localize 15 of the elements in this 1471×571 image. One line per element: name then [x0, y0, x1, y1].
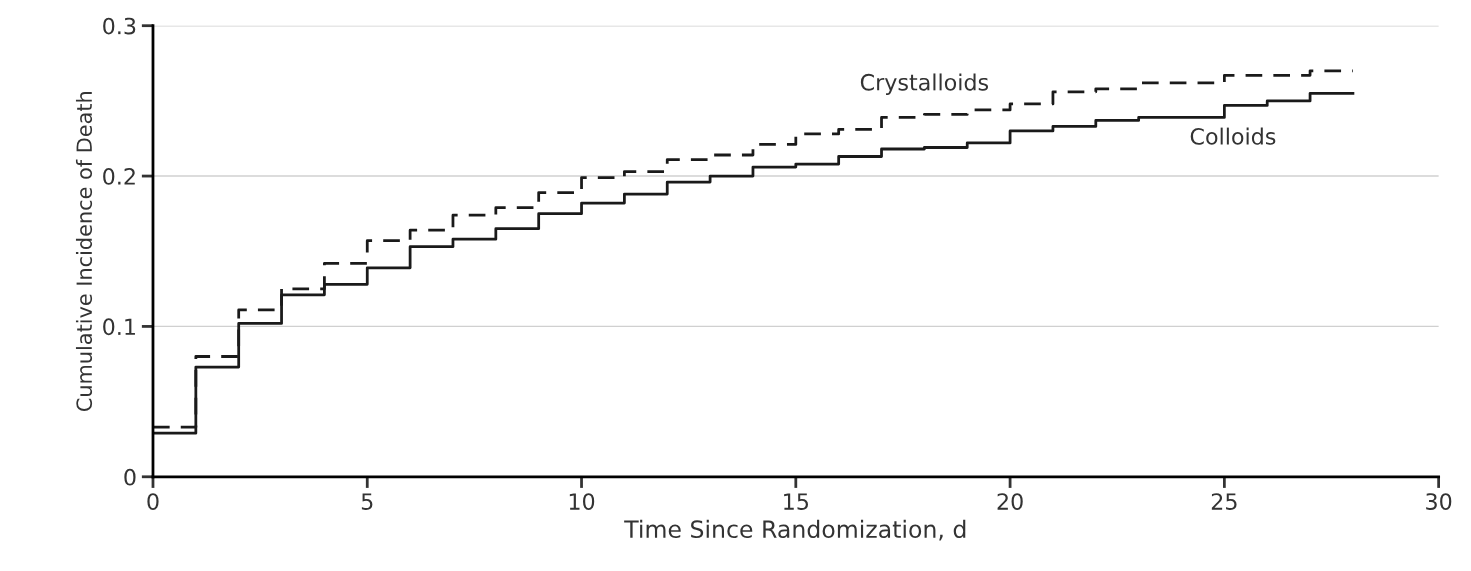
x-tick-label: 0 [147, 493, 159, 510]
x-tick-label: 25 [1211, 493, 1237, 510]
x-tick-label: 5 [361, 493, 373, 510]
x-axis-title: Time Since Randomization, d [624, 519, 966, 541]
x-tick-label: 15 [784, 493, 809, 510]
x-tick-label: 10 [569, 493, 595, 510]
series-label: Crystalloids [860, 73, 989, 95]
y-tick-label: 0 [124, 468, 136, 486]
series-label: Colloids [1190, 127, 1276, 145]
y-tick-label: 0.2 [103, 168, 135, 185]
y-tick-label: 0.3 [103, 17, 136, 35]
x-tick-label: 30 [1426, 493, 1452, 510]
y-tick-label: 0.1 [103, 318, 135, 336]
x-tick-label: 20 [997, 493, 1023, 510]
y-axis-title: Cumulative Incidence of Death [75, 92, 93, 412]
